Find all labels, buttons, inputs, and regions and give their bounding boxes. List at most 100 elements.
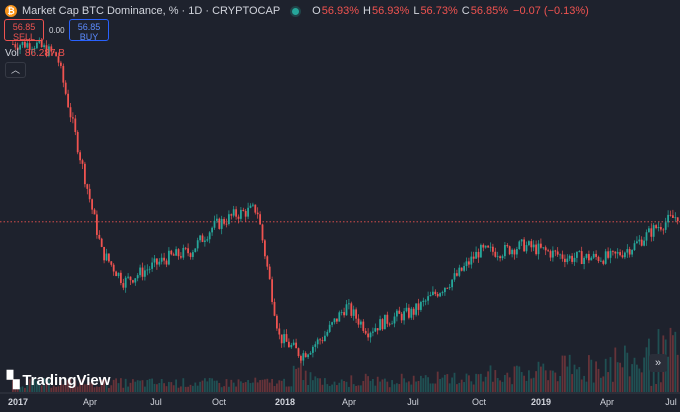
candle-body [556,251,559,255]
volume-bar [180,386,182,392]
volume-bar [283,378,285,392]
candle-body [172,254,175,256]
candle-body [225,223,228,225]
volume-bar [336,385,338,392]
candle-body [549,251,552,258]
volume-bar [578,367,581,392]
candle-body [499,256,501,259]
symbol-title[interactable]: Market Cap BTC Dominance, % · 1D · CRYPT… [22,5,281,17]
time-axis-label: Oct [211,397,227,407]
volume-value: 86.287 B [24,48,65,59]
candle-body [468,261,470,265]
candle-body [595,253,597,257]
volume-bar [48,379,50,392]
volume-bar [177,387,180,392]
candle-body [69,107,72,118]
candle-body [475,251,477,259]
candle-body [415,303,417,315]
candle-body [316,339,319,345]
candle-body [669,214,672,216]
open-label: O [312,5,321,17]
open-value: 56.93% [321,5,360,17]
volume-bar [151,378,153,392]
time-axis-label: Oct [471,397,487,407]
candle-body [278,328,281,335]
candle-body [237,216,240,219]
volume-bar [261,379,264,392]
volume-bar [417,380,420,392]
candle-body [36,42,38,49]
candle-body [417,303,420,310]
candle-body [343,312,345,316]
volume-bar [189,384,192,392]
volume-bar [446,374,449,392]
candle-body [446,287,449,289]
candle-body [588,254,590,261]
time-axis-label: Jul [150,397,162,407]
volume-bar [499,380,501,392]
candle-body [501,256,504,259]
candle-body [314,344,317,347]
volume-bar [379,381,381,392]
volume-bar [276,383,278,392]
candle-body [612,250,614,252]
buy-button[interactable]: 56.85 BUY [69,19,109,42]
candle-body [532,244,535,248]
candle-body [652,225,655,237]
volume-bar [592,382,595,392]
candle-body [583,257,585,265]
volume-bar [76,386,79,392]
candle-body [98,234,101,239]
volume-bar [72,387,74,392]
volume-bar [489,365,492,392]
volume-bar [628,376,631,392]
candle-body [508,246,511,255]
volume-bar [271,378,273,392]
candle-body [568,255,571,259]
volume-bar [540,366,542,392]
candle-body [463,266,465,271]
volume-bar [508,377,511,392]
candle-body [348,303,350,305]
volume-bar [616,362,619,392]
volume-bar [264,379,266,392]
volume-bar [230,379,233,392]
volume-bar [206,381,209,392]
candle-body [60,62,62,66]
low-label: L [413,5,420,17]
volume-bar [571,374,573,392]
candle-body [424,300,427,302]
volume-bar [110,385,113,392]
candle-body [256,212,259,215]
volume-bar [638,368,641,392]
volume-bar [242,382,245,392]
volume-bar [36,380,38,392]
volume-bar [249,383,252,392]
chevron-up-icon[interactable]: ︿ [5,62,26,78]
volume-bar [468,375,470,392]
sell-button[interactable]: 56.85 SELL [4,19,44,42]
candle-body [141,267,144,277]
candle-body [103,246,105,261]
double-chevron-right-icon[interactable]: » [649,354,667,372]
volume-bar [456,384,458,392]
volume-bar [240,381,242,392]
volume-bar [33,378,36,392]
candle-body [643,240,645,246]
candle-body [19,45,21,50]
candle-body [408,307,410,318]
candle-body [163,257,165,261]
candle-body [626,249,629,253]
candle-body [261,224,264,241]
candle-body [33,48,36,50]
candle-body [369,332,372,338]
volume-bar [146,380,149,392]
tradingview-logo-icon: ▚ [7,372,19,389]
volume-bar [516,365,518,392]
candle-body [544,247,547,251]
candle-body [537,243,540,255]
volume-bar [388,387,391,392]
candle-body [312,346,314,353]
volume-bar [194,382,197,392]
